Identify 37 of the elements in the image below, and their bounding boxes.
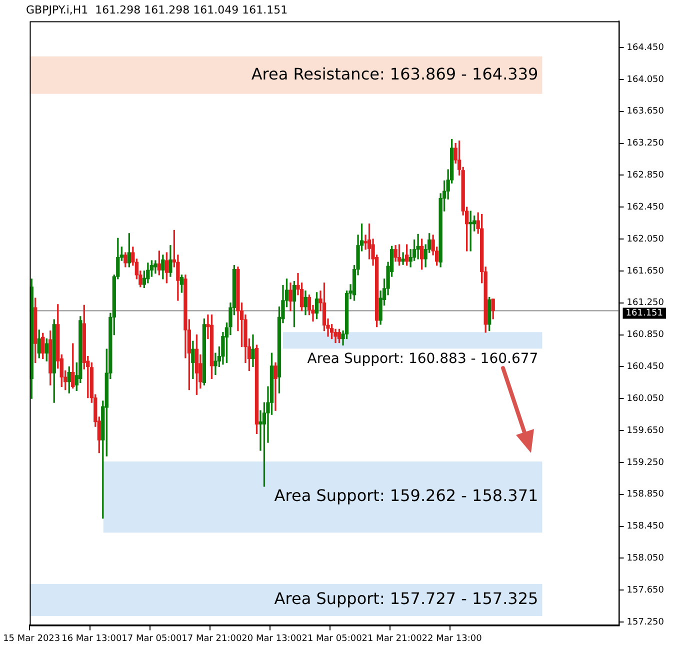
x-tick-label: 17 Mar 21:00 <box>182 634 242 644</box>
y-tick-label: 162.050 <box>626 234 664 244</box>
ref-line-label: 161.151 <box>626 308 663 319</box>
y-tick-label: 158.050 <box>626 554 664 564</box>
y-tick-label: 158.450 <box>626 522 664 532</box>
band-label: Area Support: 160.883 - 160.677 <box>307 351 538 368</box>
x-tick-label: 17 Mar 05:00 <box>122 634 182 644</box>
y-tick-label: 161.250 <box>626 298 664 308</box>
candlestick <box>258 410 262 451</box>
y-tick-label: 160.850 <box>626 330 664 340</box>
y-tick-label: 159.250 <box>626 458 664 468</box>
candlestick <box>401 252 405 265</box>
y-tick-label: 159.650 <box>626 426 664 436</box>
y-tick-label: 158.850 <box>626 490 664 500</box>
x-tick-label: 21 Mar 21:00 <box>362 634 422 644</box>
y-tick-label: 157.250 <box>626 617 664 628</box>
y-tick-label: 162.450 <box>626 202 664 212</box>
x-tick-label: 22 Mar 13:00 <box>422 634 482 644</box>
y-tick-label: 164.450 <box>626 42 664 53</box>
band-label: Area Support: 157.727 - 157.325 <box>274 589 538 608</box>
y-tick-label: 163.650 <box>626 106 664 117</box>
x-tick-label: 15 Mar 2023 <box>3 634 60 644</box>
chart-title: GBPJPY.i,H1 161.298 161.298 161.049 161.151 <box>26 3 288 16</box>
candlestick <box>364 234 368 250</box>
x-tick-label: 16 Mar 13:00 <box>62 634 122 644</box>
y-tick-label: 157.650 <box>626 585 664 596</box>
y-tick-label: 160.050 <box>626 394 664 404</box>
candlestick <box>416 234 420 260</box>
y-tick-label: 161.650 <box>626 266 664 276</box>
x-tick-label: 20 Mar 13:00 <box>242 634 302 644</box>
band-label: Area Support: 159.262 - 158.371 <box>274 486 538 506</box>
y-tick-label: 160.450 <box>626 362 664 372</box>
y-tick-label: 164.050 <box>626 74 664 85</box>
y-tick-label: 162.850 <box>626 170 664 181</box>
y-tick-label: 163.250 <box>626 138 664 149</box>
x-tick-label: 21 Mar 05:00 <box>302 634 362 644</box>
band-label: Area Resistance: 163.869 - 164.339 <box>251 64 538 84</box>
